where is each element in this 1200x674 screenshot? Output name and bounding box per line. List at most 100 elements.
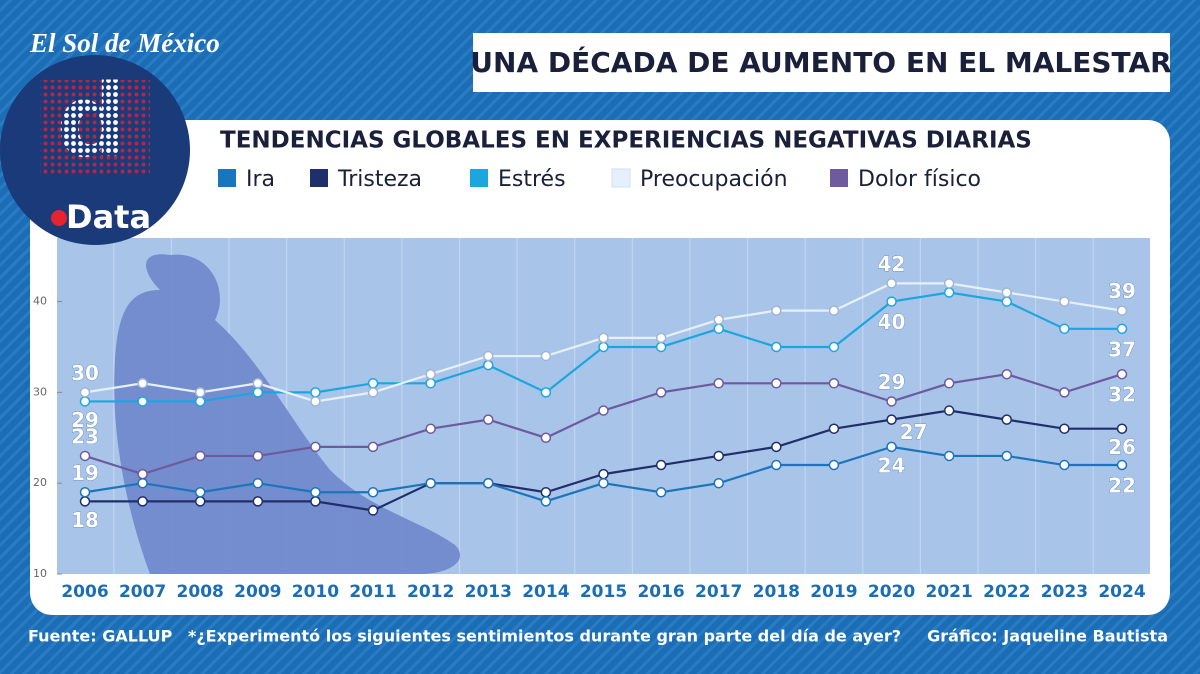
data-label: 18	[71, 508, 99, 532]
point	[1116, 305, 1128, 316]
point	[1001, 450, 1013, 462]
point	[771, 441, 782, 453]
point	[1116, 459, 1128, 471]
point	[540, 496, 552, 507]
point	[1059, 323, 1070, 335]
point	[137, 468, 148, 480]
x-tick-label: 2014	[522, 582, 569, 602]
data-label: 37	[1108, 337, 1136, 361]
point	[713, 450, 724, 462]
point	[540, 387, 552, 398]
point	[1001, 368, 1013, 380]
point	[828, 459, 840, 471]
point	[425, 477, 436, 489]
point	[828, 378, 840, 389]
y-tick-label: 20	[33, 476, 47, 489]
point	[310, 487, 321, 498]
point	[310, 441, 321, 453]
point	[771, 459, 782, 471]
point	[886, 396, 897, 407]
x-tick-label: 2008	[177, 582, 224, 602]
point	[79, 496, 91, 507]
data-label: 29	[878, 370, 906, 394]
data-label: 39	[1108, 279, 1136, 303]
point	[252, 450, 264, 462]
y-tick-label: 10	[33, 567, 47, 580]
point	[137, 378, 148, 389]
x-tick-label: 2020	[868, 582, 915, 602]
point	[1059, 296, 1070, 307]
data-label: 29	[71, 408, 99, 432]
point	[79, 396, 91, 407]
headline-box	[473, 33, 1170, 92]
point	[655, 487, 667, 498]
data-label: 19	[71, 461, 99, 485]
point	[252, 477, 264, 489]
point	[655, 387, 667, 398]
headline: UNA DÉCADA DE AUMENTO EN EL MALESTAR	[470, 45, 1171, 79]
chart-title: TENDENCIAS GLOBALES EN EXPERIENCIAS NEGA…	[220, 128, 1032, 154]
x-tick-label: 2023	[1041, 582, 1088, 602]
point	[771, 378, 782, 389]
x-tick-label: 2018	[753, 582, 800, 602]
x-tick-label: 2019	[810, 582, 857, 602]
legend-swatch	[470, 169, 488, 187]
legend-swatch	[310, 169, 328, 187]
point	[540, 350, 552, 362]
point	[598, 332, 609, 344]
point	[79, 450, 91, 462]
point	[1116, 323, 1128, 335]
point	[79, 487, 91, 498]
source: Fuente: GALLUP	[28, 627, 173, 646]
x-tick-label: 2006	[61, 582, 108, 602]
legend-swatch	[218, 169, 236, 187]
x-tick-label: 2013	[465, 582, 512, 602]
point	[713, 378, 724, 389]
legend-swatch	[830, 169, 848, 187]
legend-label: Ira	[246, 167, 275, 192]
x-tick-label: 2012	[407, 582, 454, 602]
point	[194, 487, 206, 498]
point	[828, 423, 840, 434]
point	[367, 505, 379, 516]
data-label: 42	[878, 252, 906, 276]
point	[194, 496, 206, 507]
point	[1001, 287, 1013, 298]
point	[540, 487, 552, 498]
data-label: 27	[900, 420, 928, 444]
note: *¿Experimentó los siguientes sentimiento…	[188, 627, 901, 646]
legend-label: Tristeza	[337, 167, 422, 192]
point	[1116, 368, 1128, 380]
data-label: 32	[1108, 383, 1136, 407]
data-label: 23	[71, 424, 99, 448]
logo-text: Data	[66, 198, 151, 236]
point	[540, 432, 552, 444]
x-tick-label: 2011	[349, 582, 396, 602]
x-tick-label: 2007	[119, 582, 166, 602]
point	[655, 459, 667, 471]
point	[252, 496, 264, 507]
point	[713, 477, 724, 489]
point	[598, 477, 609, 489]
point	[425, 423, 436, 434]
point	[1001, 414, 1013, 425]
x-tick-label: 2022	[983, 582, 1030, 602]
point	[886, 296, 897, 307]
point	[367, 378, 379, 389]
point	[943, 405, 955, 416]
data-label: 26	[1108, 435, 1136, 459]
y-tick-label: 30	[33, 385, 47, 398]
point	[655, 332, 667, 344]
point	[483, 477, 494, 489]
x-tick-label: 2017	[695, 582, 742, 602]
x-tick-label: 2021	[926, 582, 973, 602]
logo-d: d	[56, 62, 128, 179]
point	[828, 341, 840, 353]
point	[598, 405, 609, 416]
data-label: 24	[878, 453, 906, 477]
point	[425, 378, 436, 389]
point	[194, 450, 206, 462]
data-label: 40	[878, 310, 906, 334]
